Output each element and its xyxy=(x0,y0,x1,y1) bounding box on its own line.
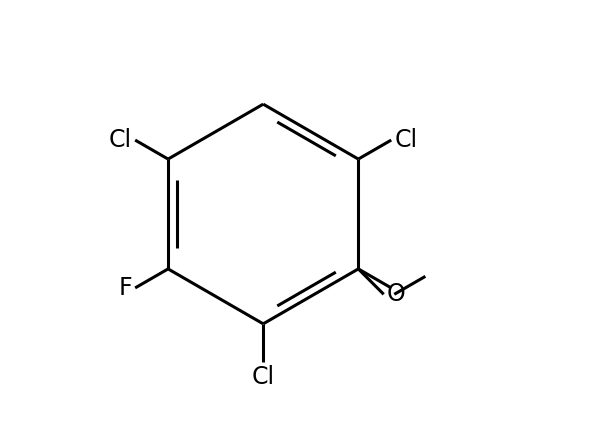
Text: O: O xyxy=(387,282,406,306)
Text: F: F xyxy=(118,276,132,300)
Text: Cl: Cl xyxy=(109,128,132,152)
Text: Cl: Cl xyxy=(252,365,275,389)
Text: Cl: Cl xyxy=(394,128,418,152)
